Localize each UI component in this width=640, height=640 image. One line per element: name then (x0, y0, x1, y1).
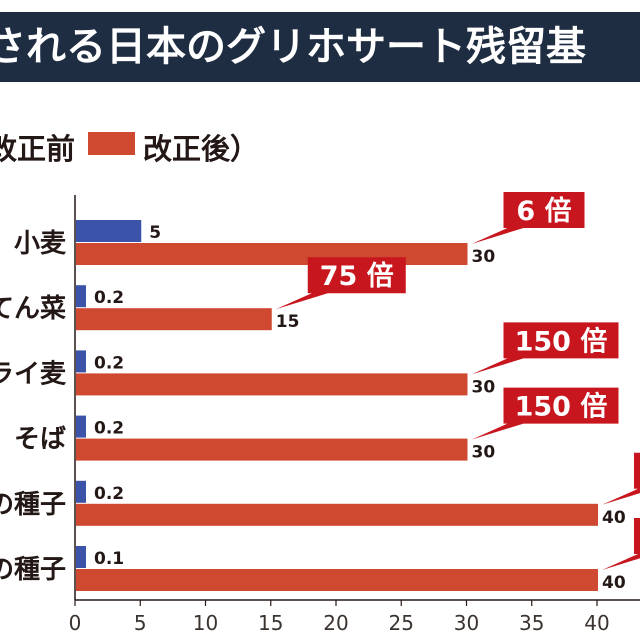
value-label-after: 30 (472, 377, 496, 397)
bar-before (76, 480, 86, 503)
multiplier-callout-text: 150 倍 (515, 391, 608, 423)
value-label-before: 0.2 (94, 484, 124, 504)
value-label-after: 30 (472, 247, 496, 267)
category-label: の種子 (0, 490, 66, 520)
category-label: てん菜 (0, 294, 66, 324)
bar-after (76, 243, 468, 265)
x-tick-label: 35 (519, 611, 544, 635)
x-tick-label: 20 (323, 611, 348, 635)
x-tick-label: 0 (69, 611, 82, 635)
value-label-before: 0.1 (94, 549, 124, 569)
multiplier-callout-text: 150 倍 (515, 325, 608, 357)
x-tick-label: 40 (584, 611, 609, 635)
multiplier-callout (275, 257, 406, 310)
bar-before (76, 220, 142, 242)
bar-after (76, 308, 272, 331)
x-tick-label: 5 (134, 611, 147, 635)
category-label: そば (14, 425, 66, 455)
multiplier-callout (471, 387, 619, 440)
value-label-before: 0.2 (94, 353, 124, 373)
value-label-after: 40 (602, 508, 626, 528)
value-label-before: 0.2 (94, 419, 124, 439)
x-tick-label: 10 (193, 611, 218, 635)
legend-before-label: 改正前 (0, 132, 76, 164)
chart-title: される日本のグリホサート残留基 (0, 24, 586, 70)
legend-after-label: 改正後） (143, 132, 260, 164)
bar-before (76, 350, 86, 373)
multiplier-callout (471, 322, 619, 375)
multiplier-callout-text: 75 倍 (320, 260, 394, 292)
bar-after (76, 503, 598, 526)
multiplier-callout-text: 6 倍 (516, 195, 571, 227)
value-label-after: 15 (276, 312, 300, 332)
category-label: 小麦 (14, 229, 67, 259)
legend: 改正前 改正後） (0, 124, 640, 164)
x-tick-label: 25 (389, 611, 414, 635)
bar-after (76, 569, 598, 591)
bar-after (76, 438, 468, 461)
legend-after-swatch (88, 132, 135, 155)
x-tick-label: 15 (258, 611, 283, 635)
title-bar: される日本のグリホサート残留基 (0, 12, 640, 82)
bar-before (76, 415, 86, 438)
multiplier-callout (602, 452, 640, 505)
bar-before (76, 285, 86, 308)
multiplier-callout (602, 518, 640, 570)
value-label-after: 40 (602, 573, 626, 593)
multiplier-callout (471, 192, 585, 244)
category-label: ライ麦 (0, 359, 67, 389)
bar-before (76, 546, 86, 568)
x-tick-label: 30 (454, 611, 479, 635)
value-label-before: 0.2 (94, 288, 124, 308)
bar-after (76, 373, 468, 396)
category-label: の種子 (0, 555, 66, 585)
value-label-after: 30 (472, 443, 496, 463)
value-label-before: 5 (149, 223, 161, 243)
